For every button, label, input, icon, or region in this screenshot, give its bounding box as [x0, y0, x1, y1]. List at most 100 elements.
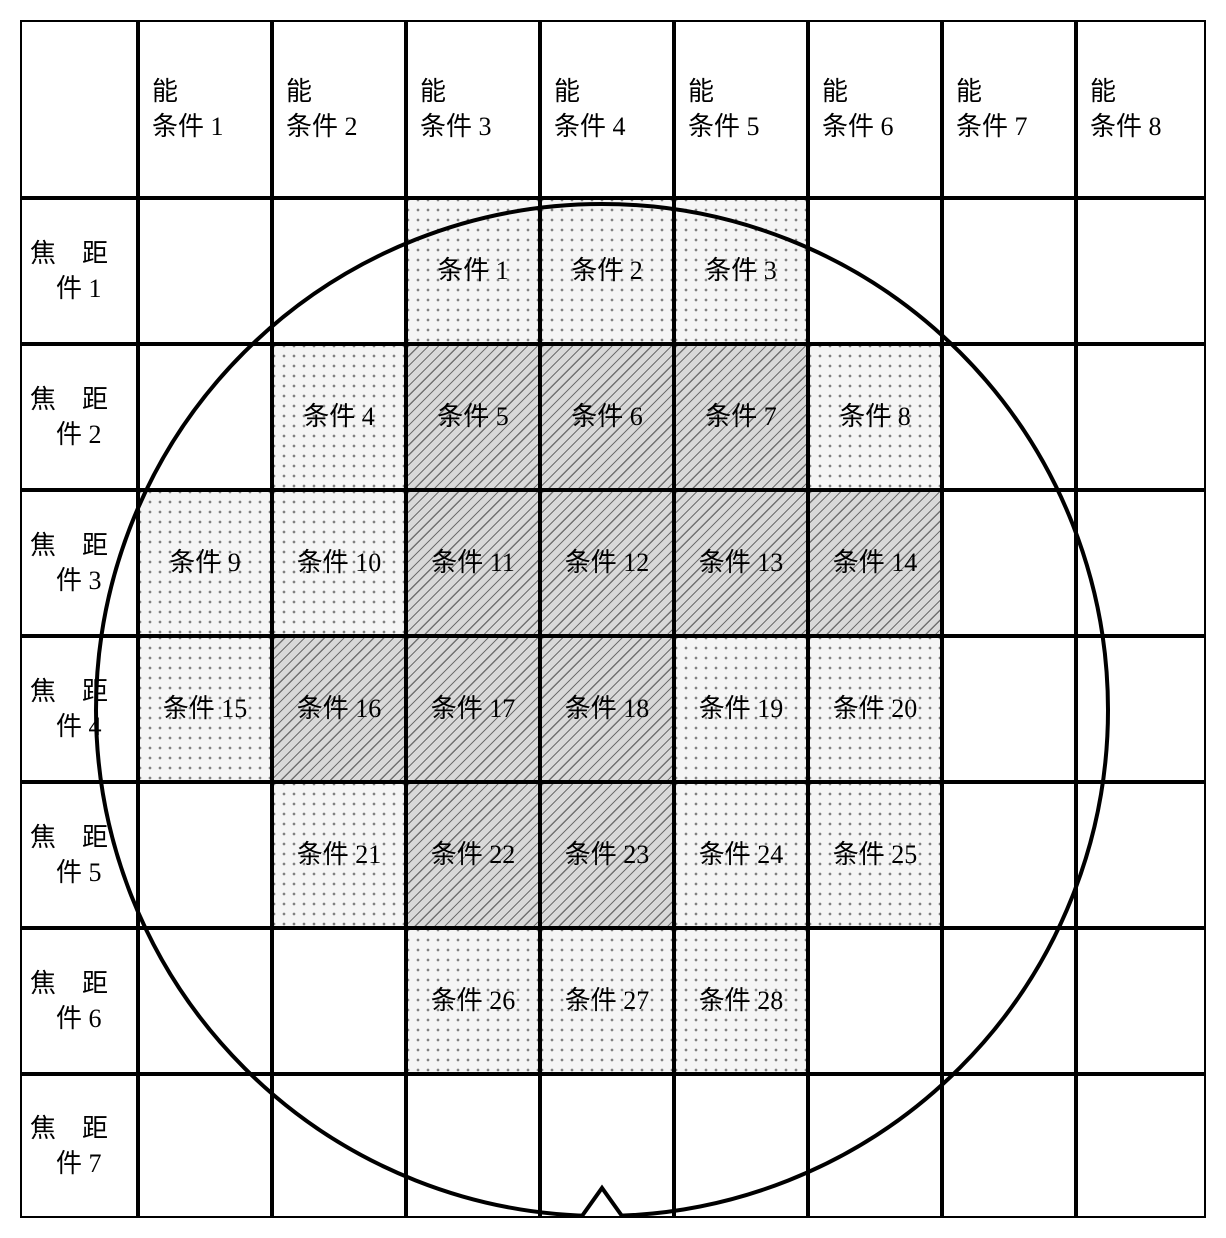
cell-r1-c6 [808, 198, 942, 344]
cell-r2-c7 [942, 344, 1076, 490]
cell-r1-c1 [138, 198, 272, 344]
cell-r5-c5: 条件 24 [674, 782, 808, 928]
cell-r4-c7 [942, 636, 1076, 782]
col-header-6: 能条件 6 [808, 20, 942, 198]
cell-label: 条件 22 [431, 840, 516, 869]
cell-label: 条件 26 [431, 986, 516, 1015]
cell-r7-c6 [808, 1074, 942, 1218]
col-header-line2: 条件 2 [286, 112, 358, 141]
col-header-line2: 条件 6 [822, 112, 894, 141]
cell-label: 条件 19 [699, 694, 784, 723]
cell-r5-c8 [1076, 782, 1206, 928]
cell-label: 条件 15 [163, 694, 248, 723]
row-header-line1: 焦 距 [30, 677, 108, 706]
cell-r7-c5 [674, 1074, 808, 1218]
cell-label: 条件 27 [565, 986, 650, 1015]
cell-r6-c6 [808, 928, 942, 1074]
col-header-7: 能条件 7 [942, 20, 1076, 198]
corner-cell [20, 20, 138, 198]
col-header-5: 能条件 5 [674, 20, 808, 198]
row-header-7: 焦 距 件 7 [20, 1074, 138, 1218]
cell-r3-c1: 条件 9 [138, 490, 272, 636]
col-header-4: 能条件 4 [540, 20, 674, 198]
cell-label: 条件 20 [833, 694, 918, 723]
row-header-line1: 焦 距 [30, 823, 108, 852]
col-header-line2: 条件 3 [420, 112, 492, 141]
cell-r4-c2: 条件 16 [272, 636, 406, 782]
cell-label: 条件 11 [431, 548, 515, 577]
cell-r2-c8 [1076, 344, 1206, 490]
cell-r3-c6: 条件 14 [808, 490, 942, 636]
row-header-line1: 焦 距 [30, 531, 108, 560]
col-header-line2: 条件 8 [1090, 112, 1162, 141]
cell-r6-c5: 条件 28 [674, 928, 808, 1074]
row-header-line1: 焦 距 [30, 239, 108, 268]
cell-label: 条件 1 [437, 256, 509, 285]
cell-r4-c5: 条件 19 [674, 636, 808, 782]
cell-label: 条件 2 [571, 256, 643, 285]
cell-r1-c2 [272, 198, 406, 344]
cell-r3-c5: 条件 13 [674, 490, 808, 636]
cell-r1-c7 [942, 198, 1076, 344]
cell-label: 条件 10 [297, 548, 382, 577]
row-header-line1: 焦 距 [30, 385, 108, 414]
cell-r4-c4: 条件 18 [540, 636, 674, 782]
col-header-line1: 能 [956, 77, 982, 106]
col-header-line2: 条件 1 [152, 112, 224, 141]
cell-r2-c3: 条件 5 [406, 344, 540, 490]
col-header-line1: 能 [554, 77, 580, 106]
cell-r5-c1 [138, 782, 272, 928]
row-header-line2: 件 2 [30, 420, 102, 449]
cell-r4-c1: 条件 15 [138, 636, 272, 782]
cell-r1-c5: 条件 3 [674, 198, 808, 344]
cell-r7-c7 [942, 1074, 1076, 1218]
cell-r6-c4: 条件 27 [540, 928, 674, 1074]
col-header-8: 能条件 8 [1076, 20, 1206, 198]
cell-r2-c6: 条件 8 [808, 344, 942, 490]
cell-r7-c8 [1076, 1074, 1206, 1218]
cell-label: 条件 25 [833, 840, 918, 869]
cell-r5-c3: 条件 22 [406, 782, 540, 928]
col-header-1: 能条件 1 [138, 20, 272, 198]
row-header-line1: 焦 距 [30, 969, 108, 998]
row-header-4: 焦 距 件 4 [20, 636, 138, 782]
cell-r6-c3: 条件 26 [406, 928, 540, 1074]
cell-label: 条件 6 [571, 402, 643, 431]
cell-r7-c4 [540, 1074, 674, 1218]
cell-label: 条件 12 [565, 548, 650, 577]
col-header-3: 能条件 3 [406, 20, 540, 198]
row-header-1: 焦 距 件 1 [20, 198, 138, 344]
row-header-6: 焦 距 件 6 [20, 928, 138, 1074]
cell-r6-c1 [138, 928, 272, 1074]
cell-r2-c4: 条件 6 [540, 344, 674, 490]
col-header-line1: 能 [286, 77, 312, 106]
cell-r1-c3: 条件 1 [406, 198, 540, 344]
cell-label: 条件 7 [705, 402, 777, 431]
col-header-line2: 条件 7 [956, 112, 1028, 141]
grid: 能条件 1能条件 2能条件 3能条件 4能条件 5能条件 6能条件 7能条件 8… [20, 20, 1206, 1218]
cell-label: 条件 9 [169, 548, 241, 577]
row-header-line2: 件 1 [30, 274, 102, 303]
cell-label: 条件 8 [839, 402, 911, 431]
cell-r3-c2: 条件 10 [272, 490, 406, 636]
cell-label: 条件 21 [297, 840, 382, 869]
cell-r5-c6: 条件 25 [808, 782, 942, 928]
cell-r5-c2: 条件 21 [272, 782, 406, 928]
cell-label: 条件 18 [565, 694, 650, 723]
cell-r2-c5: 条件 7 [674, 344, 808, 490]
cell-r2-c2: 条件 4 [272, 344, 406, 490]
row-header-line2: 件 3 [30, 566, 102, 595]
cell-label: 条件 28 [699, 986, 784, 1015]
col-header-line2: 条件 5 [688, 112, 760, 141]
cell-r4-c6: 条件 20 [808, 636, 942, 782]
cell-label: 条件 24 [699, 840, 784, 869]
row-header-2: 焦 距 件 2 [20, 344, 138, 490]
row-header-line2: 件 5 [30, 858, 102, 887]
cell-r2-c1 [138, 344, 272, 490]
cell-r6-c2 [272, 928, 406, 1074]
cell-r7-c3 [406, 1074, 540, 1218]
row-header-line2: 件 4 [30, 712, 102, 741]
row-header-line2: 件 7 [30, 1149, 102, 1178]
cell-r5-c4: 条件 23 [540, 782, 674, 928]
cell-r4-c3: 条件 17 [406, 636, 540, 782]
